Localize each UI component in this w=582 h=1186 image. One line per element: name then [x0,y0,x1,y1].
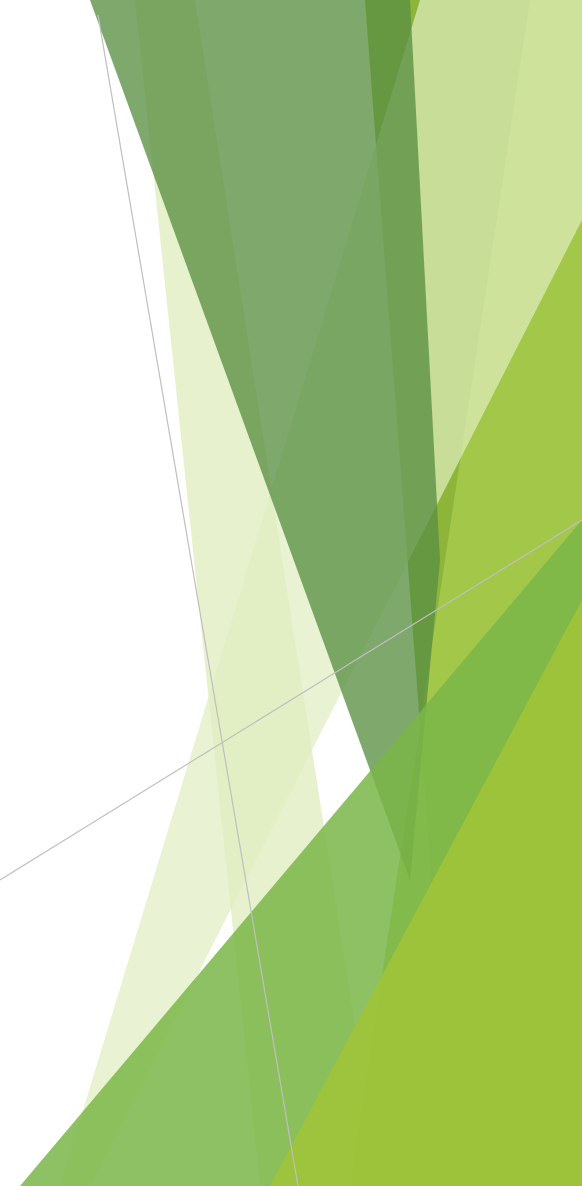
facet-dark-green [90,0,440,880]
facet-thin-line [97,14,299,1186]
facet-thin-line [0,519,582,881]
facet-lime-lower [270,600,582,1186]
